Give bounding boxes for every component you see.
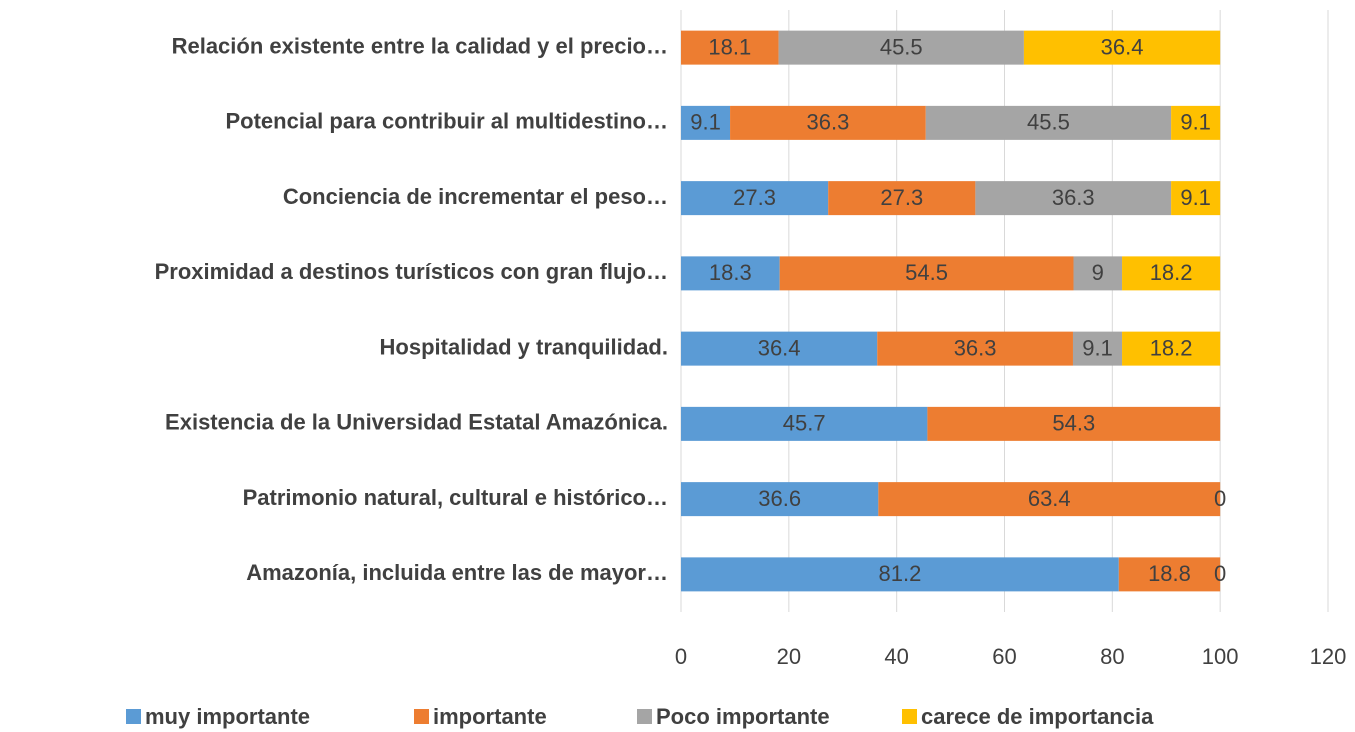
data-label: 45.7 [783, 411, 826, 436]
category-label: Relación existente entre la calidad y el… [172, 33, 668, 58]
data-label: 18.2 [1150, 335, 1193, 360]
data-label: 9.1 [1180, 185, 1211, 210]
bar-segment [681, 105, 731, 140]
bar-segment [927, 406, 1221, 441]
legend-swatch [902, 709, 917, 724]
bar-segment [681, 406, 928, 441]
bar-segment [681, 482, 879, 517]
bar-segment [828, 181, 976, 216]
x-tick-label: 80 [1100, 644, 1124, 669]
bar-segment [877, 331, 1073, 366]
bar-segment [878, 482, 1221, 517]
data-label: 45.5 [880, 34, 923, 59]
data-label: 18.3 [709, 260, 752, 285]
data-label: 9.1 [690, 110, 721, 135]
bar-segment [1122, 256, 1221, 291]
x-tick-label: 120 [1310, 644, 1347, 669]
legend-label: carece de importancia [921, 704, 1154, 729]
data-label: 36.3 [954, 335, 997, 360]
data-label: 27.3 [733, 185, 776, 210]
bar-segment [681, 30, 779, 65]
bar-segment [1073, 256, 1123, 291]
bar-segment [1023, 30, 1221, 65]
bar-segment [681, 256, 780, 291]
bar-segment [681, 181, 829, 216]
data-label: 36.6 [758, 486, 801, 511]
category-label: Proximidad a destinos turísticos con gra… [155, 259, 668, 284]
x-tick-label: 60 [992, 644, 1016, 669]
data-label: 27.3 [880, 185, 923, 210]
data-label: 54.5 [905, 260, 948, 285]
x-tick-label: 40 [884, 644, 908, 669]
category-label: Amazonía, incluida entre las de mayor… [246, 560, 668, 585]
legend-label: muy importante [145, 704, 310, 729]
data-label: 9.1 [1082, 335, 1113, 360]
x-tick-label: 20 [777, 644, 801, 669]
bar-segment [975, 181, 1172, 216]
category-label: Patrimonio natural, cultural e histórico… [243, 485, 668, 510]
data-label: 36.3 [807, 110, 850, 135]
bar-segment [681, 557, 1119, 592]
data-label: 36.4 [758, 335, 801, 360]
legend-label: Poco importante [656, 704, 830, 729]
bar-segment [1171, 181, 1221, 216]
data-label: 9.1 [1180, 110, 1211, 135]
category-label: Hospitalidad y tranquilidad. [380, 334, 668, 359]
x-tick-label: 0 [675, 644, 687, 669]
data-label: 45.5 [1027, 110, 1070, 135]
data-label: 63.4 [1028, 486, 1071, 511]
legend-swatch [414, 709, 429, 724]
bar-segment [730, 105, 926, 140]
category-label: Conciencia de incrementar el peso… [283, 184, 668, 209]
legend-swatch [126, 709, 141, 724]
bar-segment [1118, 557, 1221, 592]
bar-segment [779, 256, 1074, 291]
data-label: 0 [1214, 561, 1226, 586]
data-label: 18.2 [1150, 260, 1193, 285]
category-label: Potencial para contribuir al multidestin… [225, 109, 668, 134]
data-label: 36.3 [1052, 185, 1095, 210]
bar-segment [1171, 105, 1221, 140]
legend-swatch [637, 709, 652, 724]
data-label: 18.1 [708, 34, 751, 59]
data-label: 9 [1092, 260, 1104, 285]
data-label: 18.8 [1148, 561, 1191, 586]
data-label: 0 [1214, 486, 1226, 511]
bar-segment [925, 105, 1172, 140]
data-label: 54.3 [1052, 411, 1095, 436]
x-tick-label: 100 [1202, 644, 1239, 669]
bar-segment [778, 30, 1024, 65]
data-label: 81.2 [878, 561, 921, 586]
legend-label: importante [433, 704, 547, 729]
bar-segment [1122, 331, 1221, 366]
bar-segment [681, 331, 878, 366]
bar-segment [1072, 331, 1123, 366]
data-label: 36.4 [1101, 34, 1144, 59]
category-label: Existencia de la Universidad Estatal Ama… [165, 410, 668, 435]
